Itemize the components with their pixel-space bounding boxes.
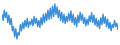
series-line bbox=[2, 4, 118, 39]
chart bbox=[0, 0, 120, 45]
plot-area bbox=[2, 4, 118, 39]
